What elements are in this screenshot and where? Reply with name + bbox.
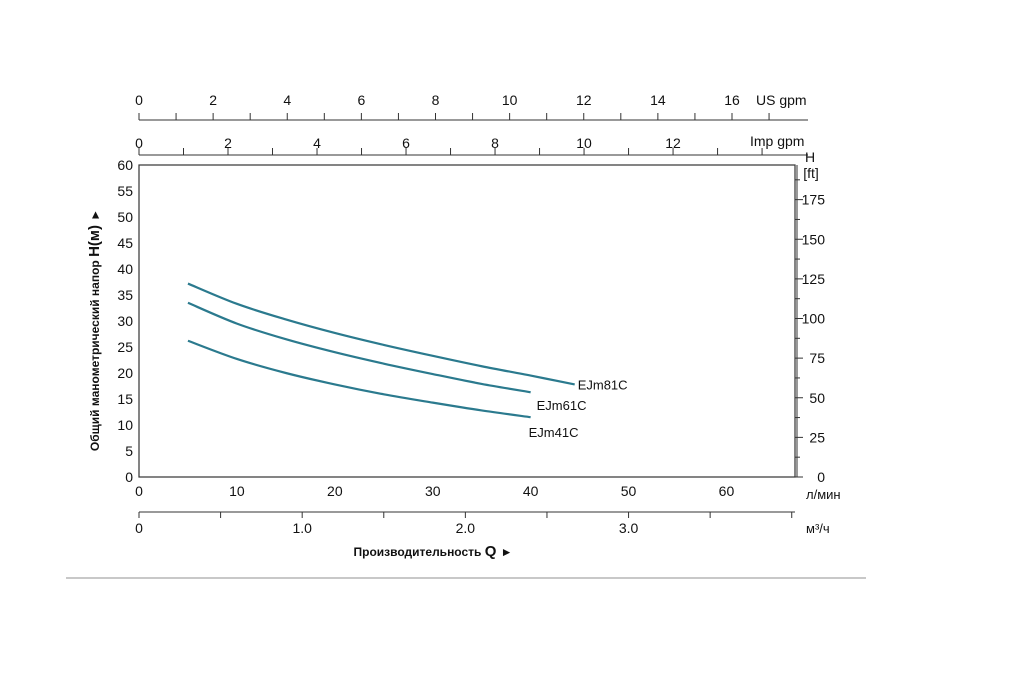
y-tick-label: 25 xyxy=(117,339,133,355)
y-axis-title: Общий манометрический напор H(м) ► xyxy=(86,209,103,451)
series: EJm81C EJm61C EJm41C xyxy=(187,282,628,440)
x-axis-title-text: Производительность xyxy=(354,545,485,559)
imp-gpm-tick-label: 6 xyxy=(402,135,410,151)
y-axis-title-text: Общий манометрический напор xyxy=(88,257,102,451)
x-axis-arrow-icon: ► xyxy=(501,545,513,559)
us-gpm-tick-label: 0 xyxy=(135,92,143,108)
m3h-unit-label: м³/ч xyxy=(806,521,830,536)
plot-frame xyxy=(138,164,796,478)
x-tick-label: 30 xyxy=(425,483,441,499)
y-tick-label: 10 xyxy=(117,417,133,433)
x-tick-label: 10 xyxy=(229,483,245,499)
us-gpm-tick-label: 8 xyxy=(432,92,440,108)
ft-tick-label: 125 xyxy=(802,271,826,287)
imp-gpm-tick-label: 8 xyxy=(491,135,499,151)
y-tick-label: 40 xyxy=(117,261,133,277)
x-unit-label: л/мин xyxy=(806,487,841,502)
y-tick-label: 35 xyxy=(117,287,133,303)
x-tick-label: 60 xyxy=(719,483,735,499)
x-axis-symbol: Q xyxy=(485,543,501,560)
m3h-tick-label: 1.0 xyxy=(292,520,312,536)
y-tick-label: 0 xyxy=(125,469,133,485)
series-label-ejm61c: EJm61C xyxy=(537,398,587,413)
y-tick-label: 55 xyxy=(117,183,133,199)
x-tick-label: 50 xyxy=(621,483,637,499)
x-tick-label: 20 xyxy=(327,483,343,499)
y-tick-label: 20 xyxy=(117,365,133,381)
ft-tick-label: 50 xyxy=(809,390,825,406)
m3h-tick-label: 3.0 xyxy=(619,520,639,536)
us-gpm-tick-label: 2 xyxy=(209,92,217,108)
ft-tick-label: 175 xyxy=(802,192,826,208)
y-tick-label: 60 xyxy=(117,157,133,173)
plot-area xyxy=(139,165,795,477)
imp-gpm-tick-label: 12 xyxy=(665,135,681,151)
imp-gpm-tick-label: 0 xyxy=(135,135,143,151)
series-line-ejm41c xyxy=(187,339,531,419)
y-axis-symbol: H(м) xyxy=(86,221,103,257)
us-gpm-tick-label: 12 xyxy=(576,92,592,108)
ft-axis-top-label: H xyxy=(805,149,815,165)
series-line-ejm81c xyxy=(187,282,575,386)
us-gpm-tick-label: 4 xyxy=(283,92,291,108)
us-gpm-tick-label: 14 xyxy=(650,92,666,108)
series-label-ejm41c: EJm41C xyxy=(529,425,579,440)
plot-border xyxy=(138,164,796,478)
x-tick-label: 40 xyxy=(523,483,539,499)
axis-labels: Общий манометрический напор H(м) ►Произв… xyxy=(86,209,512,560)
ft-tick-label: 150 xyxy=(802,231,826,247)
ft-tick-label: 75 xyxy=(809,350,825,366)
x-tick-label: 0 xyxy=(135,483,143,499)
y-tick-label: 5 xyxy=(125,443,133,459)
series-label-ejm81c: EJm81C xyxy=(578,377,628,392)
imp-gpm-tick-label: 4 xyxy=(313,135,321,151)
m3h-tick-label: 2.0 xyxy=(456,520,476,536)
y-tick-label: 45 xyxy=(117,235,133,251)
y-tick-label: 50 xyxy=(117,209,133,225)
ft-tick-label: 100 xyxy=(802,311,826,327)
imp-gpm-unit-label: Imp gpm xyxy=(750,133,804,149)
series-line-ejm61c xyxy=(187,301,531,394)
us-gpm-tick-label: 6 xyxy=(357,92,365,108)
m3h-tick-label: 0 xyxy=(135,520,143,536)
ft-axis-unit-label: [ft] xyxy=(803,165,819,181)
y-axis-arrow-icon: ► xyxy=(88,209,102,221)
y-tick-label: 30 xyxy=(117,313,133,329)
imp-gpm-tick-label: 2 xyxy=(224,135,232,151)
x-axis-title: Производительность Q ► xyxy=(354,543,513,560)
imp-gpm-tick-label: 10 xyxy=(576,135,592,151)
us-gpm-unit-label: US gpm xyxy=(756,92,807,108)
us-gpm-tick-label: 16 xyxy=(724,92,740,108)
ft-tick-label: 0 xyxy=(817,469,825,485)
ft-tick-label: 25 xyxy=(809,429,825,445)
y-tick-label: 15 xyxy=(117,391,133,407)
us-gpm-tick-label: 10 xyxy=(502,92,518,108)
